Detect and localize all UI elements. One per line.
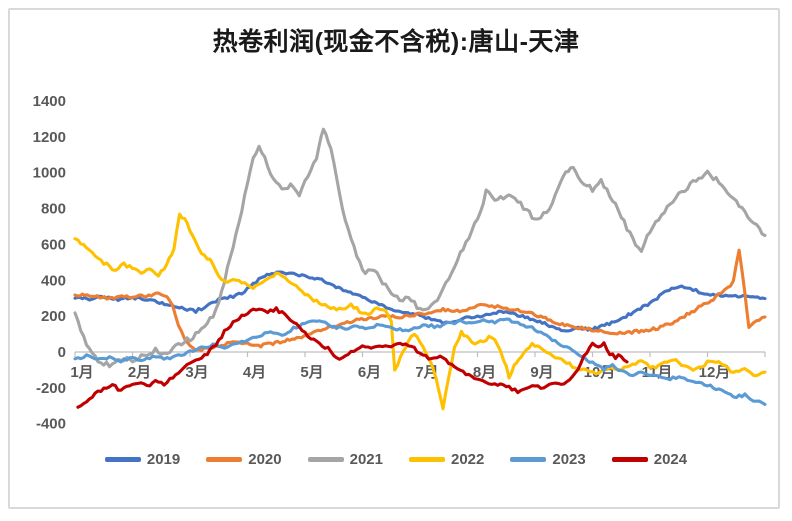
series-line-2023: [73, 317, 767, 406]
legend-item-2021: 2021: [307, 451, 383, 468]
y-axis-tick-label: 1000: [33, 165, 66, 182]
legend-item-2024: 2024: [611, 451, 688, 468]
series-line-2020: [73, 248, 767, 353]
x-axis-month-label: 9月: [530, 364, 553, 381]
x-axis-month-label: 1月: [70, 364, 93, 381]
legend-label-2023: 2023: [552, 451, 586, 468]
y-axis-tick-label: 1400: [33, 93, 66, 110]
series-line-2021: [73, 127, 767, 369]
legend-item-2019: 2019: [104, 451, 181, 468]
legend-swatch-2020: [206, 457, 243, 462]
y-axis-tick-label: -400: [36, 416, 66, 433]
legend-label-2024: 2024: [653, 451, 688, 468]
legend-swatch-2021: [307, 457, 344, 462]
y-axis-tick-label: 1200: [33, 129, 66, 146]
legend-item-2023: 2023: [510, 451, 586, 468]
legend-label-2021: 2021: [349, 451, 383, 468]
y-axis-tick-label: 800: [41, 201, 66, 218]
y-axis-tick-label: 200: [41, 308, 66, 325]
chart-border-frame: [8, 8, 780, 509]
legend-swatch-2024: [611, 457, 648, 462]
legend-label-2019: 2019: [146, 451, 181, 468]
legend-swatch-2022: [409, 457, 445, 462]
x-axis-month-label: 4月: [243, 364, 266, 381]
legend-item-2022: 2022: [409, 451, 484, 468]
chart-legend: 2019 2020 2021 2022 2023 2024: [0, 451, 792, 468]
series-line-2024: [76, 306, 629, 409]
x-axis-month-label: 6月: [358, 364, 381, 381]
legend-swatch-2023: [510, 457, 547, 462]
x-axis-month-label: 5月: [300, 364, 323, 381]
y-axis-tick-label: -200: [36, 380, 66, 397]
series-line-2022: [73, 212, 767, 411]
x-axis-month-label: 3月: [185, 364, 208, 381]
legend-swatch-2019: [104, 457, 141, 462]
x-axis-month-label: 2月: [128, 364, 151, 381]
y-axis-tick-label: 600: [41, 236, 66, 253]
y-axis-tick-label: 400: [41, 272, 66, 289]
chart-title: 热卷利润(现金不含税):唐山-天津: [212, 28, 580, 56]
y-axis-tick-label: 0: [58, 344, 66, 361]
legend-item-2020: 2020: [206, 451, 282, 468]
legend-label-2022: 2022: [451, 451, 485, 468]
legend-label-2020: 2020: [248, 451, 282, 468]
x-axis-month-label: 12月: [699, 364, 731, 381]
x-axis-month-label: 8月: [473, 364, 496, 381]
